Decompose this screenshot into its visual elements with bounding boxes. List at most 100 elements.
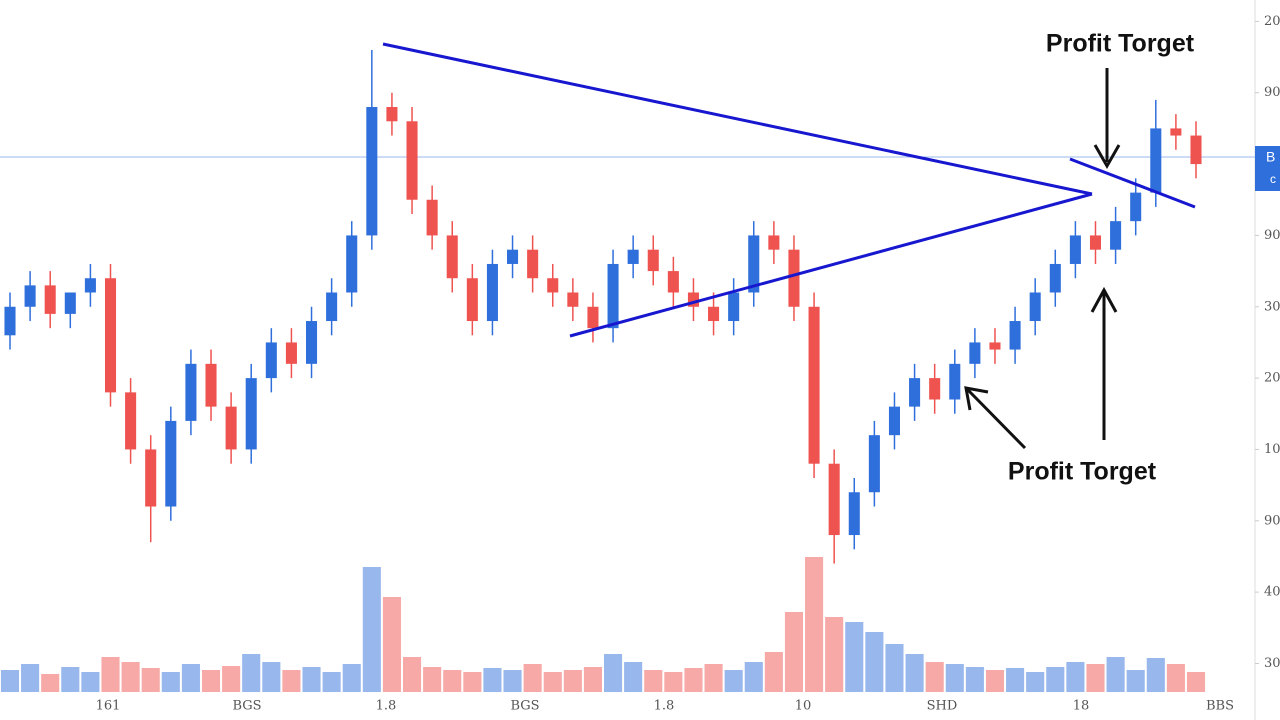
trend-line <box>382 42 1093 196</box>
x-tick-label: BBS <box>1206 699 1234 714</box>
x-tick-label: BGS <box>232 699 261 714</box>
volume-bar <box>704 664 723 692</box>
candle-body <box>627 249 639 264</box>
y-tick-label: 30 <box>1264 656 1280 671</box>
volume-bar <box>825 617 844 692</box>
volume-bar <box>905 654 924 692</box>
candle-body <box>687 292 699 307</box>
arrow <box>964 386 1027 450</box>
volume-bar <box>61 667 80 692</box>
candle-body <box>24 285 36 307</box>
volume-bar <box>563 670 582 692</box>
candle-body <box>1029 292 1041 322</box>
candle-body <box>125 392 137 450</box>
annotation: Profit Torget <box>1046 30 1195 58</box>
volume-bar <box>865 632 884 692</box>
x-tick-label: 1.8 <box>654 699 675 714</box>
volume-bar <box>744 662 763 692</box>
volume-bar <box>764 652 783 692</box>
candle-body <box>346 235 358 293</box>
volume-bar <box>805 557 824 692</box>
price-tag <box>1255 146 1280 191</box>
candle-body <box>949 363 961 400</box>
volume-bar <box>483 668 502 692</box>
volume-bar <box>463 672 482 692</box>
volume-bar <box>242 654 261 692</box>
volume-bar <box>543 672 562 692</box>
volume-bar <box>965 667 984 692</box>
volume-bar <box>604 654 623 692</box>
candle-body <box>64 292 76 314</box>
candle-body <box>1150 128 1162 193</box>
marks <box>0 49 1206 692</box>
y-tick-label: 30 <box>1264 299 1280 314</box>
volume-bar <box>945 664 964 692</box>
candle-body <box>285 342 297 364</box>
volume-bar <box>503 670 522 692</box>
volume-bar <box>342 664 361 692</box>
volume-bar <box>322 672 341 692</box>
volume-bar <box>382 597 401 692</box>
candle-body <box>607 263 619 329</box>
x-tick-label: 10 <box>795 699 812 714</box>
x-tick-label: 1.8 <box>376 699 397 714</box>
candle-body <box>446 235 458 279</box>
volume-bar <box>81 672 100 692</box>
candle-body <box>225 406 237 450</box>
volume-bar <box>1066 662 1085 692</box>
volume-bar <box>1006 668 1025 692</box>
candle-body <box>507 249 519 264</box>
candle-body <box>1170 128 1182 136</box>
candle-body <box>466 278 478 322</box>
volume-bar <box>41 674 60 692</box>
candle-body <box>205 363 217 407</box>
volume-bar <box>1166 664 1185 692</box>
candle-body <box>1110 221 1122 250</box>
volume-bar <box>664 672 683 692</box>
candle-body <box>486 263 498 322</box>
candle-body <box>185 363 197 421</box>
volume-bar <box>21 664 40 692</box>
volume-bar <box>201 670 221 692</box>
volume-bar <box>925 662 944 692</box>
candle-body <box>326 292 338 322</box>
candle-body <box>527 249 539 279</box>
candle-body <box>848 492 860 536</box>
candle-body <box>1069 235 1081 264</box>
volume-bar <box>1086 664 1105 692</box>
candle-body <box>748 235 760 293</box>
candle-body <box>84 278 96 293</box>
candle-body <box>104 278 117 393</box>
candle-body <box>828 463 840 536</box>
candle-body <box>1130 192 1142 222</box>
volume-bar <box>644 670 663 692</box>
candle-body <box>989 342 1001 350</box>
candle-body <box>1009 321 1021 350</box>
annotation: Profit Torget <box>1008 458 1157 486</box>
candle-body <box>868 435 880 493</box>
candle-body <box>647 249 659 272</box>
candle-body <box>1089 235 1102 250</box>
arrows <box>964 68 1121 450</box>
volume-bar <box>402 657 422 692</box>
volume-bar <box>222 666 241 692</box>
trend-line <box>569 192 1093 338</box>
volume-bar <box>423 667 442 692</box>
volume-bar <box>684 668 703 692</box>
x-tick-label: BGS <box>510 699 539 714</box>
volume-bar <box>101 657 120 692</box>
y-tick-label: 20 <box>1264 14 1280 29</box>
candle-body <box>567 292 579 307</box>
arrow <box>1093 68 1121 170</box>
candle-body <box>4 306 16 336</box>
candle-body <box>305 321 318 364</box>
volume-bar <box>1106 657 1125 692</box>
volume-bar <box>362 567 381 692</box>
candle-body <box>587 306 599 329</box>
volume-bar <box>121 662 140 692</box>
candle-body <box>909 378 921 407</box>
candle-body <box>165 420 177 507</box>
volume-bar <box>985 670 1005 692</box>
y-tick-label: 40 <box>1264 585 1280 600</box>
